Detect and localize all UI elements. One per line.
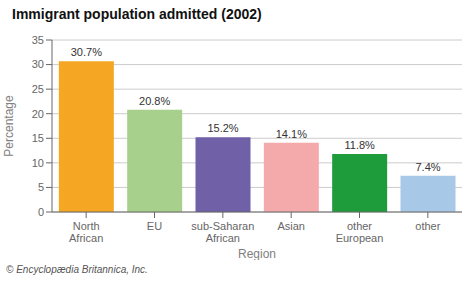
svg-text:35: 35 bbox=[32, 34, 44, 46]
svg-text:15.2%: 15.2% bbox=[207, 122, 238, 134]
svg-text:25: 25 bbox=[32, 83, 44, 95]
html-text:Immigrant population admitted: Immigrant population admitted (2002) bbox=[12, 6, 262, 22]
svg-text:EU: EU bbox=[147, 220, 162, 232]
html-text:© Encyclopædia Britannica, Inc: © Encyclopædia Britannica, Inc. bbox=[6, 264, 148, 275]
svg-text:15: 15 bbox=[32, 132, 44, 144]
svg-text:otherEuropean: otherEuropean bbox=[336, 220, 384, 244]
svg-text:Percentage: Percentage bbox=[8, 95, 16, 157]
svg-text:Region: Region bbox=[238, 247, 276, 260]
svg-text:Asian: Asian bbox=[277, 220, 305, 232]
svg-text:other: other bbox=[415, 220, 440, 232]
svg-text:20: 20 bbox=[32, 108, 44, 120]
svg-text:30.7%: 30.7% bbox=[71, 46, 102, 58]
svg-text:sub-SaharanAfrican: sub-SaharanAfrican bbox=[191, 220, 254, 244]
svg-text:30: 30 bbox=[32, 58, 44, 70]
svg-text:10: 10 bbox=[32, 157, 44, 169]
svg-text:11.8%: 11.8% bbox=[344, 139, 375, 151]
svg-text:0: 0 bbox=[38, 206, 44, 218]
svg-text:20.8%: 20.8% bbox=[139, 95, 170, 107]
svg-text:5: 5 bbox=[38, 181, 44, 193]
svg-text:14.1%: 14.1% bbox=[276, 128, 307, 140]
svg-text:7.4%: 7.4% bbox=[415, 161, 440, 173]
svg-text:NorthAfrican: NorthAfrican bbox=[69, 220, 103, 244]
